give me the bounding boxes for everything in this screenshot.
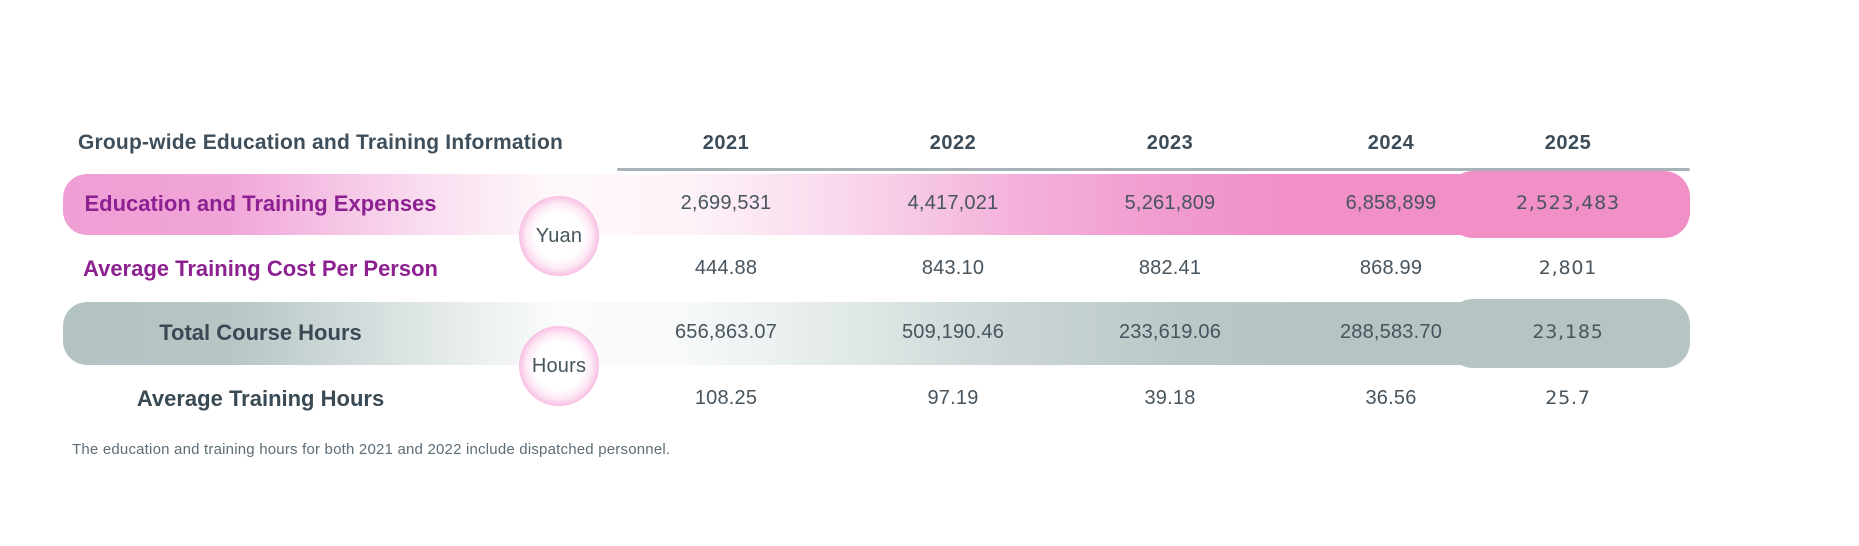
course-hours-row-band <box>63 302 1690 365</box>
avg-cost-2021-value: 444.88 <box>694 257 758 279</box>
expenses-row-band <box>63 174 1690 235</box>
year-header-2022: 2022 <box>929 132 977 154</box>
expenses-2024-value: 6,858,899 <box>1345 192 1437 214</box>
total-hours-2024-value: 288,583.70 <box>1339 321 1443 343</box>
expenses-2025-cell <box>1447 171 1690 238</box>
table-footnote: The education and training hours for bot… <box>72 441 671 458</box>
year-header-2021: 2021 <box>702 132 750 154</box>
avg-hours-2022-value: 97.19 <box>927 387 979 409</box>
avg-cost-2023-value: 882.41 <box>1138 257 1202 279</box>
total-hours-2021-value: 656,863.07 <box>674 321 778 343</box>
avg-cost-2022-value: 843.10 <box>921 257 985 279</box>
unit-badge-hours: Hours <box>519 326 599 406</box>
expenses-2023-value: 5,261,809 <box>1124 192 1216 214</box>
row-label-average-training-cost: Average Training Cost Per Person <box>83 256 438 281</box>
course-hours-2025-cell <box>1447 299 1690 368</box>
expenses-2025-value: 2,523,483 <box>1516 192 1620 214</box>
row-label-total-course-hours: Total Course Hours <box>159 320 362 345</box>
header-divider <box>617 168 1690 171</box>
unit-badge-yuan-label: Yuan <box>535 224 583 247</box>
row-label-education-training-expenses: Education and Training Expenses <box>84 191 437 216</box>
unit-badge-hours-label: Hours <box>531 354 587 377</box>
total-hours-2022-value: 509,190.46 <box>901 321 1005 343</box>
avg-hours-2024-value: 36.56 <box>1365 387 1417 409</box>
avg-cost-2024-value: 868.99 <box>1359 257 1423 279</box>
table-title: Group-wide Education and Training Inform… <box>78 131 563 154</box>
expenses-2021-value: 2,699,531 <box>680 192 772 214</box>
year-header-2023: 2023 <box>1146 132 1194 154</box>
total-hours-2025-value: 23,185 <box>1532 321 1604 343</box>
row-label-average-training-hours: Average Training Hours <box>136 386 385 411</box>
avg-cost-2025-value: 2,801 <box>1538 257 1598 279</box>
avg-hours-2025-value: 25.7 <box>1545 387 1591 409</box>
avg-hours-2021-value: 108.25 <box>694 387 758 409</box>
year-header-2024: 2024 <box>1367 132 1415 154</box>
total-hours-2023-value: 233,619.06 <box>1118 321 1222 343</box>
avg-hours-2023-value: 39.18 <box>1144 387 1196 409</box>
year-header-2025: 2025 <box>1544 132 1592 154</box>
unit-badge-yuan: Yuan <box>519 196 599 276</box>
expenses-2022-value: 4,417,021 <box>907 192 999 214</box>
